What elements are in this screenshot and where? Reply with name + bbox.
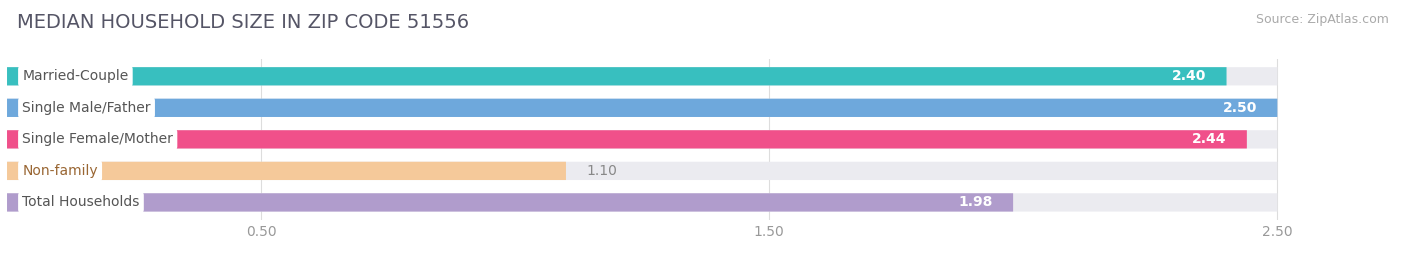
FancyBboxPatch shape xyxy=(7,193,1014,211)
Text: MEDIAN HOUSEHOLD SIZE IN ZIP CODE 51556: MEDIAN HOUSEHOLD SIZE IN ZIP CODE 51556 xyxy=(17,13,470,32)
FancyBboxPatch shape xyxy=(7,67,1277,85)
FancyBboxPatch shape xyxy=(7,162,567,180)
FancyBboxPatch shape xyxy=(7,99,1277,117)
FancyBboxPatch shape xyxy=(7,130,1277,148)
Text: 1.98: 1.98 xyxy=(959,195,993,209)
Text: 2.50: 2.50 xyxy=(1223,101,1257,115)
Text: 1.10: 1.10 xyxy=(586,164,617,178)
FancyBboxPatch shape xyxy=(7,130,1247,148)
Text: Single Female/Mother: Single Female/Mother xyxy=(22,132,173,146)
Text: Total Households: Total Households xyxy=(22,195,139,209)
Text: Source: ZipAtlas.com: Source: ZipAtlas.com xyxy=(1256,13,1389,27)
Text: Married-Couple: Married-Couple xyxy=(22,69,128,83)
Text: 2.40: 2.40 xyxy=(1171,69,1206,83)
FancyBboxPatch shape xyxy=(7,99,1277,117)
Text: 2.44: 2.44 xyxy=(1192,132,1226,146)
FancyBboxPatch shape xyxy=(7,162,1277,180)
FancyBboxPatch shape xyxy=(7,193,1277,211)
Text: Non-family: Non-family xyxy=(22,164,98,178)
FancyBboxPatch shape xyxy=(7,67,1226,85)
Text: Single Male/Father: Single Male/Father xyxy=(22,101,150,115)
